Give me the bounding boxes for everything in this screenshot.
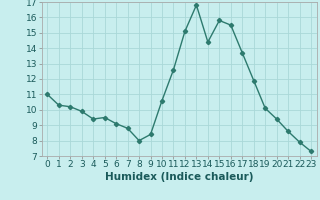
- X-axis label: Humidex (Indice chaleur): Humidex (Indice chaleur): [105, 172, 253, 182]
